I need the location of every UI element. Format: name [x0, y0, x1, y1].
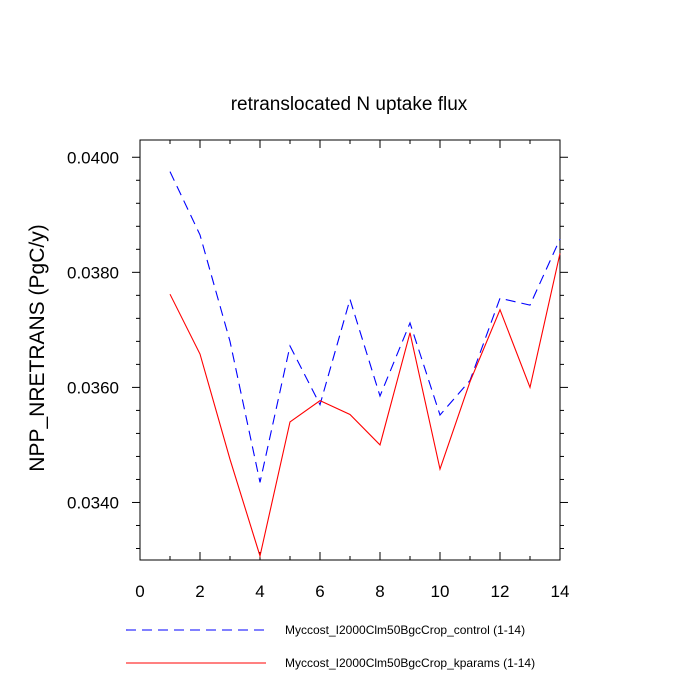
x-tick-label: 4 [255, 582, 264, 601]
x-tick-label: 10 [431, 582, 450, 601]
x-tick-label: 0 [135, 582, 144, 601]
y-tick-label: 0.0360 [67, 378, 119, 397]
x-tick-label: 14 [551, 582, 570, 601]
y-tick-label: 0.0340 [67, 493, 119, 512]
x-tick-label: 8 [375, 582, 384, 601]
legend-label-1: Myccost_I2000Clm50BgcCrop_control (1-14) [285, 623, 525, 637]
y-tick-label: 0.0380 [67, 263, 119, 282]
y-axis-label: NPP_NRETRANS (PgC/y) [26, 224, 49, 471]
x-tick-label: 2 [195, 582, 204, 601]
legend-label-2: Myccost_I2000Clm50BgcCrop_kparams (1-14) [285, 656, 535, 670]
series-line-2 [169, 253, 561, 559]
x-tick-label: 12 [491, 582, 510, 601]
x-tick-label: 6 [315, 582, 324, 601]
plot-frame [139, 139, 561, 561]
chart-title: retranslocated N uptake flux [231, 94, 468, 115]
series-line-1 [169, 171, 561, 483]
y-tick-label: 0.0400 [67, 148, 119, 167]
